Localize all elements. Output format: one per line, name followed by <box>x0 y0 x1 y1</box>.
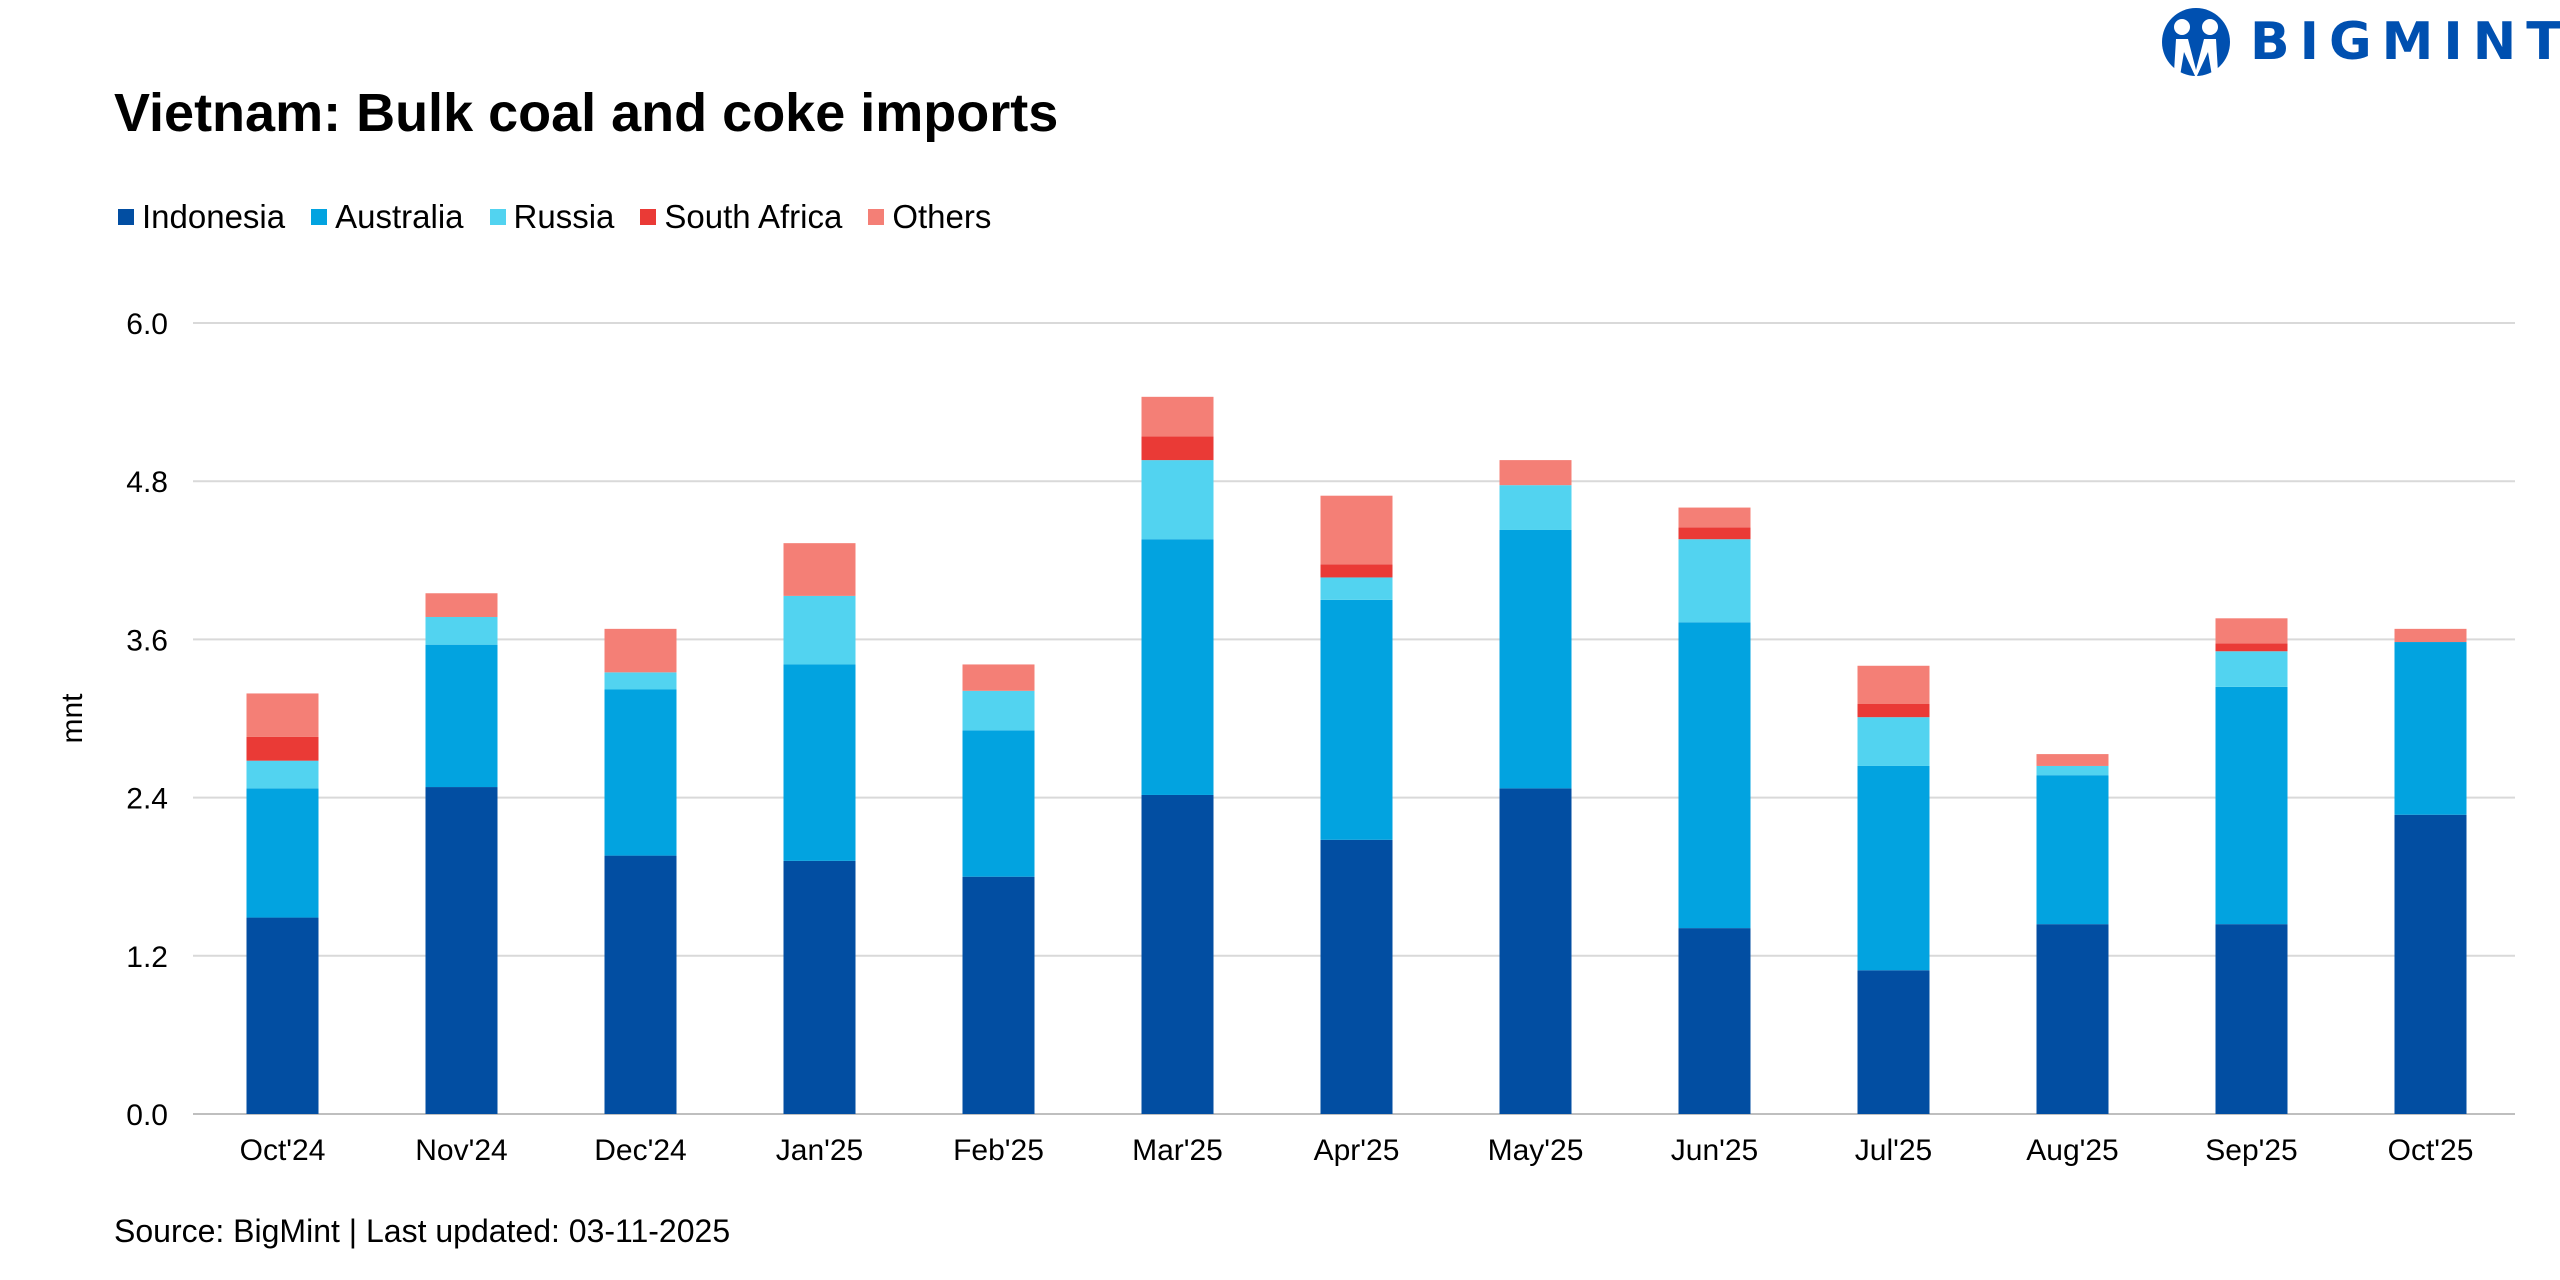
bar-segment-others <box>783 543 856 596</box>
bar-segment-indonesia <box>246 917 319 1114</box>
bar-segment-others <box>246 693 319 737</box>
x-tick-label: Jan'25 <box>776 1134 863 1167</box>
x-tick-label: Jun'25 <box>1671 1134 1758 1167</box>
bar-segment-australia <box>1678 622 1751 929</box>
legend-swatch <box>640 209 657 225</box>
y-tick-label: 0.0 <box>126 1099 168 1132</box>
x-tick-label: Mar'25 <box>1132 1134 1223 1167</box>
bigmint-logo: BIGMINT <box>2160 6 2560 78</box>
bar-segment-australia <box>2394 642 2467 815</box>
bar-segment-russia <box>1141 460 1214 540</box>
bar-segment-australia <box>962 730 1035 877</box>
legend-item-australia: Australia <box>311 198 464 236</box>
bar-segment-south-africa <box>246 736 319 761</box>
bar-segment-australia <box>1499 529 1572 789</box>
bar-segment-south-africa <box>1320 564 1393 578</box>
bar-segment-australia <box>2215 686 2288 925</box>
bar-segment-south-africa <box>1857 703 1930 718</box>
legend-swatch <box>489 209 506 225</box>
x-tick-label: Dec'24 <box>594 1134 686 1167</box>
bar-segment-others <box>2036 754 2109 766</box>
logo-text: BIGMINT <box>2250 12 2560 72</box>
legend-swatch <box>311 209 328 225</box>
bar-segment-indonesia <box>2394 814 2467 1114</box>
bar-segment-russia <box>425 616 498 645</box>
bar-segment-australia <box>246 788 319 918</box>
bar-segment-others <box>604 628 677 673</box>
legend-swatch <box>118 209 134 225</box>
x-tick-label: Sep'25 <box>2205 1134 2297 1167</box>
legend-label: South Africa <box>664 198 843 235</box>
bar-segment-indonesia <box>604 855 677 1114</box>
logo-people-icon <box>2162 8 2230 78</box>
bar-segment-russia <box>604 672 677 690</box>
bar-segment-others <box>962 664 1035 691</box>
bar-segment-others <box>1499 460 1572 486</box>
legend-label: Indonesia <box>142 198 286 235</box>
bar-segment-others <box>1320 495 1393 565</box>
x-tick-label: Oct'24 <box>240 1134 326 1167</box>
legend-item-south-africa: South Africa <box>640 198 842 236</box>
bar-segment-others <box>2394 628 2467 643</box>
bar-segment-indonesia <box>425 787 498 1114</box>
bar-segment-others <box>1141 396 1214 437</box>
x-tick-label: Jul'25 <box>1855 1134 1932 1167</box>
bar-segment-australia <box>604 689 677 856</box>
y-tick-label: 3.6 <box>126 624 168 657</box>
legend-item-russia: Russia <box>489 198 615 236</box>
bar-segment-russia <box>962 690 1035 731</box>
bar-segment-indonesia <box>1678 928 1751 1114</box>
legend-label: Russia <box>513 198 615 235</box>
y-tick-label: 2.4 <box>126 783 168 816</box>
bar-segment-south-africa <box>1678 527 1751 540</box>
legend: Indonesia Australia Russia South Africa … <box>118 198 991 236</box>
bar-segment-russia <box>1857 717 1930 766</box>
bar-segment-australia <box>425 644 498 788</box>
legend-item-others: Others <box>868 198 991 236</box>
legend-label: Australia <box>335 198 464 235</box>
y-tick-label: 4.8 <box>126 466 168 499</box>
legend-label: Others <box>892 198 992 235</box>
bar-segment-south-africa <box>1141 436 1214 461</box>
bar-segment-australia <box>1857 765 1930 971</box>
bar-segment-indonesia <box>1499 788 1572 1114</box>
bar-segment-indonesia <box>2215 924 2288 1114</box>
x-tick-label: Feb'25 <box>953 1134 1044 1167</box>
bar-segment-others <box>1678 507 1751 528</box>
bar-segment-indonesia <box>2036 924 2109 1114</box>
bar-segment-australia <box>1141 539 1214 795</box>
bar-segment-russia <box>1320 577 1393 600</box>
x-tick-label: Aug'25 <box>2026 1134 2118 1167</box>
bar-segment-russia <box>1678 539 1751 623</box>
x-tick-label: Oct'25 <box>2388 1134 2474 1167</box>
bar-segment-indonesia <box>1141 794 1214 1114</box>
bar-segment-indonesia <box>783 860 856 1114</box>
bar-segment-others <box>2215 618 2288 644</box>
bar-segment-indonesia <box>1857 970 1930 1114</box>
bar-segment-others <box>425 593 498 617</box>
legend-swatch <box>868 209 885 225</box>
bar-segment-indonesia <box>1320 839 1393 1114</box>
bar-segment-indonesia <box>962 876 1035 1114</box>
legend-item-indonesia: Indonesia <box>118 198 285 236</box>
bar-segment-australia <box>783 664 856 861</box>
bar-segment-others <box>1857 665 1930 704</box>
bar-segment-australia <box>1320 599 1393 840</box>
bar-segment-russia <box>783 595 856 665</box>
bar-segment-russia <box>2215 651 2288 687</box>
bar-segment-australia <box>2036 775 2109 925</box>
bar-segment-russia <box>1499 485 1572 530</box>
x-tick-label: May'25 <box>1488 1134 1584 1167</box>
chart-title: Vietnam: Bulk coal and coke imports <box>114 83 1059 143</box>
source-note: Source: BigMint | Last updated: 03-11-20… <box>114 1213 731 1249</box>
x-tick-label: Nov'24 <box>415 1134 507 1167</box>
bar-segment-south-africa <box>2215 643 2288 652</box>
bar-segment-russia <box>246 760 319 789</box>
y-tick-label: 1.2 <box>126 941 168 974</box>
x-tick-label: Apr'25 <box>1314 1134 1400 1167</box>
y-tick-label: 6.0 <box>126 308 168 341</box>
bar-segment-russia <box>2036 765 2109 776</box>
y-axis-label: mnt <box>56 693 89 744</box>
